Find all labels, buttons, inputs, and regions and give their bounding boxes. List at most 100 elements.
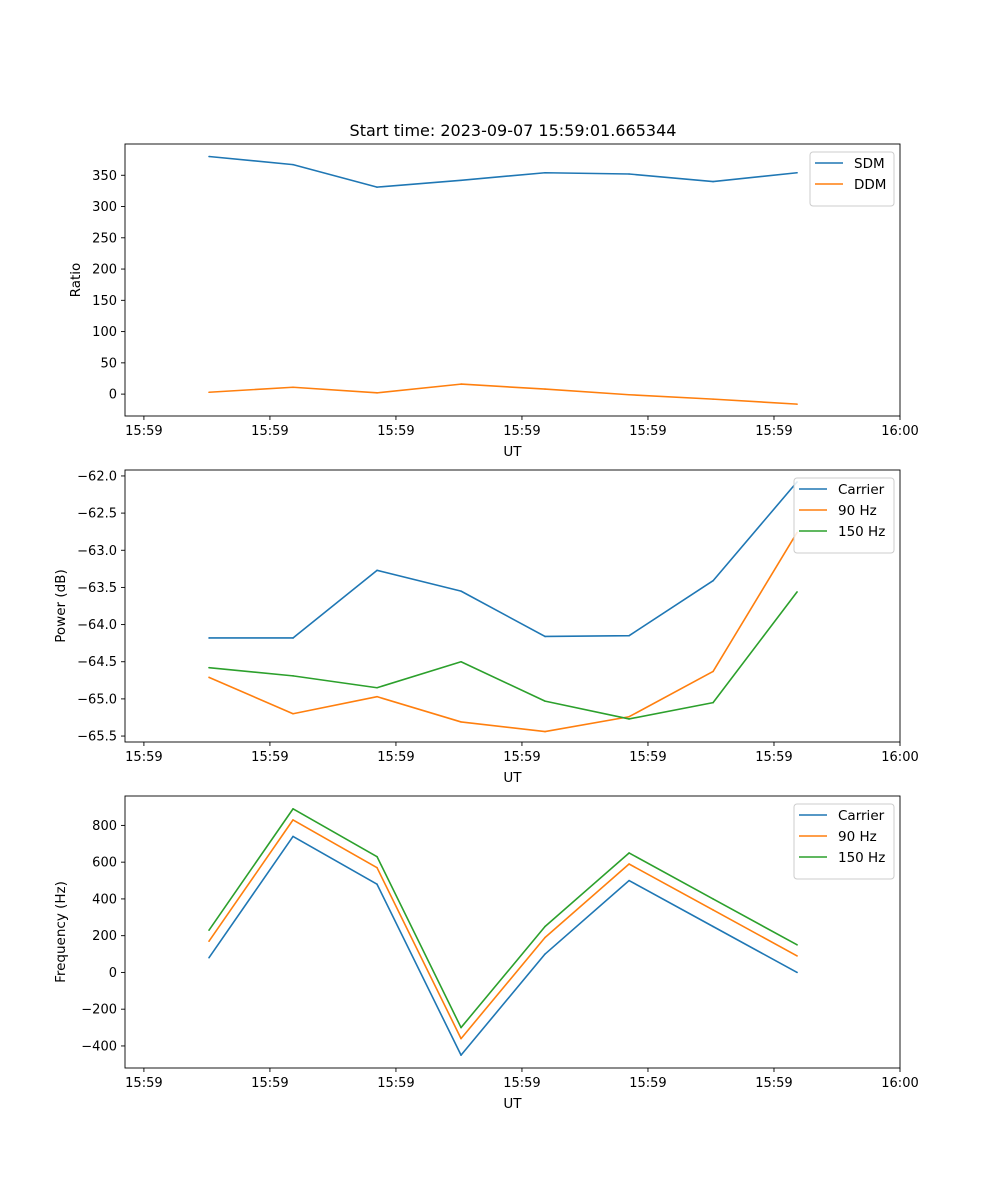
y-tick-label: 600: [92, 856, 117, 871]
x-tick-label: 15:59: [503, 424, 540, 439]
y-axis-label: Ratio: [68, 263, 84, 298]
data-point-150-hz-4: [460, 660, 462, 663]
data-point-90-hz-2: [292, 712, 294, 715]
y-tick-label: −65.0: [77, 692, 117, 707]
data-point-sdm-1: [208, 155, 210, 158]
y-axis-label: Frequency (Hz): [53, 881, 69, 983]
data-point-90-hz-3: [376, 695, 378, 698]
data-point-sdm-5: [544, 171, 546, 174]
data-point-carrier-2: [292, 835, 294, 838]
data-point-90-hz-3: [376, 866, 378, 869]
data-point-150-hz-5: [544, 700, 546, 702]
data-point-sdm-4: [460, 179, 462, 182]
data-point-150-hz-6: [628, 852, 630, 854]
data-point-ddm-7: [712, 398, 714, 400]
x-tick-label: 15:59: [377, 750, 414, 765]
data-point-150-hz-8: [796, 591, 798, 593]
y-tick-label: −63.5: [77, 581, 117, 596]
y-tick-label: −200: [81, 1003, 117, 1018]
x-tick-label: 15:59: [251, 750, 288, 765]
x-tick-label: 16:00: [881, 1076, 918, 1091]
data-point-sdm-7: [712, 180, 714, 183]
legend-label-90-hz: 90 Hz: [838, 503, 877, 519]
data-point-carrier-6: [628, 634, 630, 637]
legend-label-carrier: Carrier: [838, 808, 885, 824]
data-point-150-hz-5: [544, 925, 546, 928]
data-point-carrier-7: [712, 579, 714, 582]
data-point-150-hz-4: [460, 1026, 462, 1029]
x-tick-label: 15:59: [629, 1076, 666, 1091]
data-point-carrier-4: [460, 590, 462, 592]
data-point-carrier-3: [376, 569, 378, 572]
legend: SDM DDM: [809, 151, 895, 207]
data-point-sdm-8: [796, 171, 798, 174]
data-point-150-hz-7: [712, 701, 714, 704]
y-tick-label: 50: [100, 356, 117, 371]
legend-label-ddm: DDM: [854, 177, 886, 193]
x-tick-label: 15:59: [629, 750, 666, 765]
x-axis-label: UT: [503, 1096, 522, 1112]
data-point-sdm-6: [628, 173, 630, 175]
data-point-sdm-2: [292, 163, 294, 166]
data-point-90-hz-1: [208, 940, 210, 942]
x-axis-label: UT: [503, 770, 522, 786]
y-tick-label: 0: [109, 388, 117, 403]
x-tick-label: 16:00: [881, 750, 918, 765]
y-tick-label: 350: [92, 169, 117, 184]
data-point-150-hz-1: [208, 929, 210, 931]
series-line-150-hz: [208, 591, 798, 720]
data-point-90-hz-6: [628, 715, 630, 718]
legend-label-sdm: SDM: [854, 156, 885, 172]
series-line-150-hz: [208, 808, 798, 1029]
x-tick-label: 15:59: [251, 424, 288, 439]
legend-label-150-hz: 150 Hz: [838, 524, 885, 540]
x-tick-label: 15:59: [503, 1076, 540, 1091]
data-point-150-hz-3: [376, 855, 378, 858]
data-point-150-hz-6: [628, 718, 630, 720]
data-point-carrier-1: [208, 956, 210, 959]
data-point-carrier-4: [460, 1054, 462, 1056]
series-line-carrier: [208, 835, 798, 1056]
data-point-ddm-4: [460, 383, 462, 385]
legend: Carrier 90 Hz 150 Hz: [793, 477, 895, 554]
y-tick-label: 250: [92, 231, 117, 246]
plot-frame: [124, 469, 901, 743]
y-tick-label: −65.5: [77, 730, 117, 745]
y-tick-label: 400: [92, 892, 117, 907]
x-axis-label: UT: [503, 444, 522, 460]
series-line-90-hz: [208, 819, 798, 1040]
y-tick-label: 300: [92, 200, 117, 215]
plot-frame: [124, 795, 901, 1069]
subplot-3: 15:59 15:59 15:59 15:59 15:59 15:59 16:00 −400 −…: [53, 795, 919, 1112]
data-point-carrier-8: [796, 971, 798, 974]
x-tick-label: 15:59: [503, 750, 540, 765]
data-point-sdm-3: [376, 186, 378, 188]
x-tick-label: 15:59: [377, 1076, 414, 1091]
y-tick-label: −64.0: [77, 618, 117, 633]
y-tick-label: −62.0: [77, 469, 117, 484]
data-point-carrier-2: [292, 637, 294, 639]
y-tick-label: 100: [92, 325, 117, 340]
x-tick-label: 15:59: [755, 1076, 792, 1091]
subplot-2: 15:59 15:59 15:59 15:59 15:59 15:59 16:00 −65.5…: [53, 469, 919, 786]
plot-frame: [124, 143, 901, 417]
data-point-150-hz-8: [796, 944, 798, 946]
data-point-150-hz-3: [376, 686, 378, 689]
data-point-150-hz-2: [292, 808, 294, 810]
data-point-carrier-3: [376, 883, 378, 886]
data-point-ddm-8: [796, 403, 798, 405]
x-tick-label: 15:59: [251, 1076, 288, 1091]
x-tick-label: 15:59: [755, 424, 792, 439]
data-point-90-hz-8: [796, 955, 798, 957]
legend-box: [793, 803, 895, 880]
data-point-90-hz-6: [628, 863, 630, 865]
series-line-sdm: [208, 155, 798, 188]
data-point-90-hz-5: [544, 936, 546, 939]
data-point-90-hz-4: [460, 721, 462, 723]
x-tick-label: 15:59: [125, 1076, 162, 1091]
y-tick-label: 0: [109, 966, 117, 981]
y-tick-label: 200: [92, 929, 117, 944]
y-tick-label: 800: [92, 819, 117, 834]
x-tick-label: 15:59: [629, 424, 666, 439]
